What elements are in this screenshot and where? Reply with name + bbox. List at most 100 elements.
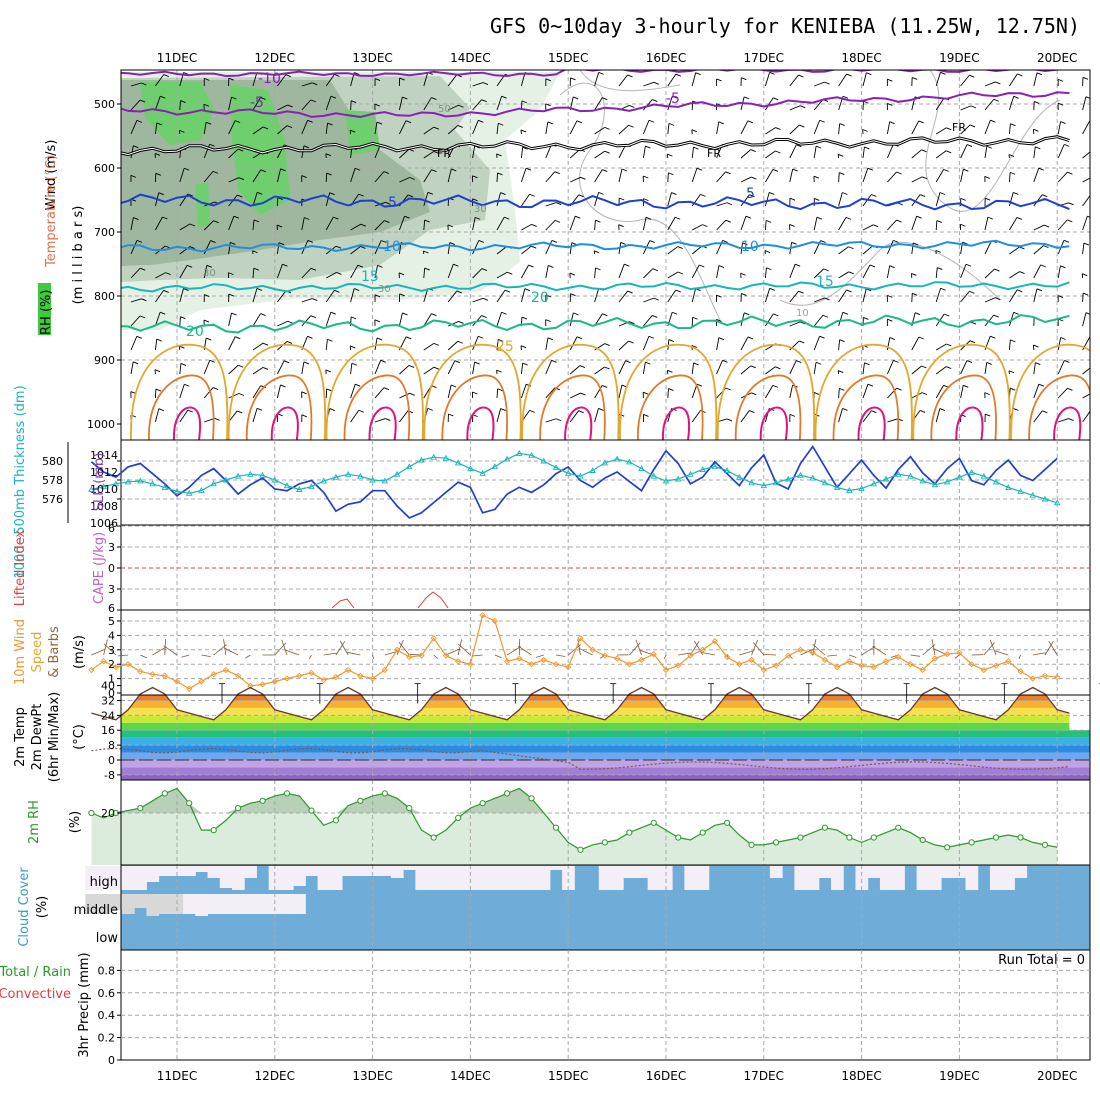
wind-barb [325, 192, 331, 207]
wind-barb-flag [1085, 312, 1090, 315]
cloud-middle-cell [121, 894, 135, 914]
wind-barb [520, 363, 524, 375]
wind-barb [252, 342, 264, 351]
wind-barb-flag [652, 314, 658, 318]
wind-barb-flag [405, 120, 412, 124]
wind-speed-marker [283, 675, 291, 682]
wind10-barb [827, 654, 838, 657]
wind-barb [764, 288, 771, 303]
wind-barb-flag [472, 175, 478, 179]
wind-barb-flag [819, 335, 825, 339]
wind-speed-marker [381, 666, 388, 674]
wind-barb [764, 267, 767, 279]
wind-barb-flag [531, 245, 537, 249]
wind-barb-flag [570, 77, 576, 81]
wind-barb-flag [1068, 202, 1074, 206]
contour-plus30-arch [734, 374, 802, 440]
contour-plus25-arch [716, 343, 816, 440]
wind-barb-flag [838, 153, 844, 157]
wind-barb [325, 96, 332, 111]
wind-barb-flag [1038, 383, 1045, 387]
cloud-high-clear-cell [268, 866, 282, 890]
rh-marker [748, 841, 755, 848]
wind-barb [740, 120, 749, 135]
wind-barb-flag [497, 338, 504, 342]
wind10-barb [224, 647, 239, 656]
wind-barb-flag [839, 123, 845, 126]
wind-barb-flag [155, 388, 162, 392]
wind-speed-marker [809, 649, 816, 656]
wind-barb-flag [330, 311, 336, 315]
wind-barb-flag [645, 361, 651, 365]
wind-speed-marker [601, 652, 609, 659]
thickness-marker [503, 455, 511, 462]
wind-barb-flag [256, 287, 263, 291]
wind-barb-flag [1068, 418, 1074, 421]
wind10-barb [245, 654, 251, 659]
wind-barb-flag [946, 127, 952, 131]
contour-plus30-arch [539, 374, 606, 440]
wind-barb-flag [911, 273, 917, 276]
wind-barb-flag [625, 360, 631, 364]
wind-barb [130, 240, 138, 255]
wind-barb [960, 385, 964, 399]
wind-barb [179, 316, 181, 327]
wind-barb-flag [839, 387, 845, 391]
wind-barb-flag [986, 145, 992, 149]
wind-barb-flag [203, 103, 210, 107]
wind-barb-flag [745, 215, 752, 219]
wind10-barb [910, 654, 921, 657]
wind-barb [496, 172, 498, 183]
temp-band [121, 774, 1090, 780]
thickness-marker [968, 468, 975, 475]
date-label-bottom: 15DEC [548, 1069, 588, 1083]
wind-barb [716, 265, 720, 279]
wind-barb [618, 264, 625, 279]
wind-barb-flag [725, 171, 731, 175]
wind-barb-flag [691, 345, 698, 348]
wind10-barb [994, 650, 1009, 656]
thickness-marker [332, 473, 340, 480]
temp-ylabel-2: 2m DewPt [30, 704, 45, 771]
wind-barb-flag [409, 177, 415, 180]
wind-barb-flag [751, 392, 757, 396]
cloud-high-clear-cell [562, 866, 575, 890]
cloud-high-clear-cell [305, 866, 319, 876]
thickness-marker [88, 486, 95, 492]
wind-barb [521, 245, 532, 255]
cloud-high-clear-cell [85, 866, 99, 890]
wind-barb [350, 223, 362, 231]
wind-barb-flag [180, 100, 186, 103]
wind-barb-flag [773, 97, 779, 101]
wind-barb-flag [310, 315, 316, 319]
tick-label-wind: 5 [108, 615, 115, 628]
wind-barb-flag [136, 335, 142, 339]
thickness-marker [381, 477, 389, 484]
wind-axis: 54 32 10 [108, 615, 121, 700]
wind-barb-flag [1010, 123, 1016, 127]
wind-barb [765, 313, 774, 327]
thickness-marker [552, 464, 560, 471]
wind10-barb [577, 639, 581, 656]
wind-barb-flag [970, 105, 977, 109]
wind-barb [862, 288, 867, 303]
thickness-marker [271, 476, 279, 483]
wind-barb-flag [1008, 154, 1015, 157]
wind-barb-flag [965, 263, 972, 267]
cape-axis: 6 3 0 3 6 [108, 522, 121, 615]
wind-barb [350, 264, 359, 279]
wind-speed-marker [577, 635, 584, 642]
wind-barb-flag [141, 298, 147, 302]
wind-barb [496, 123, 499, 135]
cloud-high-clear-cell [121, 866, 135, 890]
wind10-barb [163, 645, 178, 656]
contour-label-5b: 5 [746, 186, 755, 202]
wind-barb-flag [554, 219, 561, 223]
wind10-barb [398, 641, 410, 656]
cloud-high-clear-cell [378, 866, 392, 876]
wind-barb [716, 337, 720, 351]
wind-barb [570, 392, 581, 399]
wind-barb [862, 245, 874, 255]
wind-barb-flag [374, 103, 380, 107]
